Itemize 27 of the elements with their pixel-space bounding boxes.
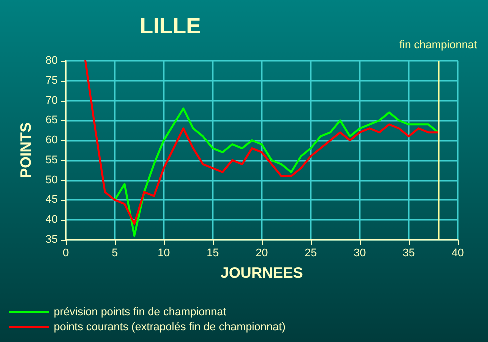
y-tick-label: 70 — [46, 94, 58, 107]
x-tick-label: 20 — [256, 248, 268, 260]
x-tick-label: 30 — [354, 248, 366, 260]
x-tick-label: 40 — [452, 248, 464, 260]
y-tick-label: 60 — [46, 134, 58, 147]
legend-label: prévision points fin de championnat — [54, 306, 226, 318]
chart-title: LILLE — [140, 14, 202, 38]
x-tick-label: 5 — [112, 248, 118, 260]
x-tick-label: 10 — [158, 248, 170, 260]
y-axis-title: POINTS — [18, 122, 35, 178]
legend-label: points courants (extrapolés fin de championnat) — [54, 322, 286, 334]
y-tick-label: 50 — [46, 174, 58, 186]
y-tick-label: 65 — [46, 114, 58, 127]
x-tick-label: 15 — [206, 248, 220, 260]
x-axis-title: JOURNEES — [220, 265, 304, 282]
ref-line-label: fin championnat — [400, 40, 478, 52]
y-tick-label: 45 — [46, 194, 58, 206]
x-tick-label: 25 — [304, 248, 318, 260]
y-tick-label: 55 — [46, 154, 58, 166]
line-series — [84, 60, 440, 226]
y-tick-label: 80 — [46, 55, 58, 67]
y-tick-label: 75 — [46, 74, 58, 87]
x-tick-label: 35 — [402, 248, 416, 260]
y-tick-label: 40 — [46, 214, 58, 226]
line-series — [114, 108, 440, 238]
y-tick-label: 35 — [46, 234, 58, 246]
x-tick-label: 0 — [62, 248, 70, 260]
